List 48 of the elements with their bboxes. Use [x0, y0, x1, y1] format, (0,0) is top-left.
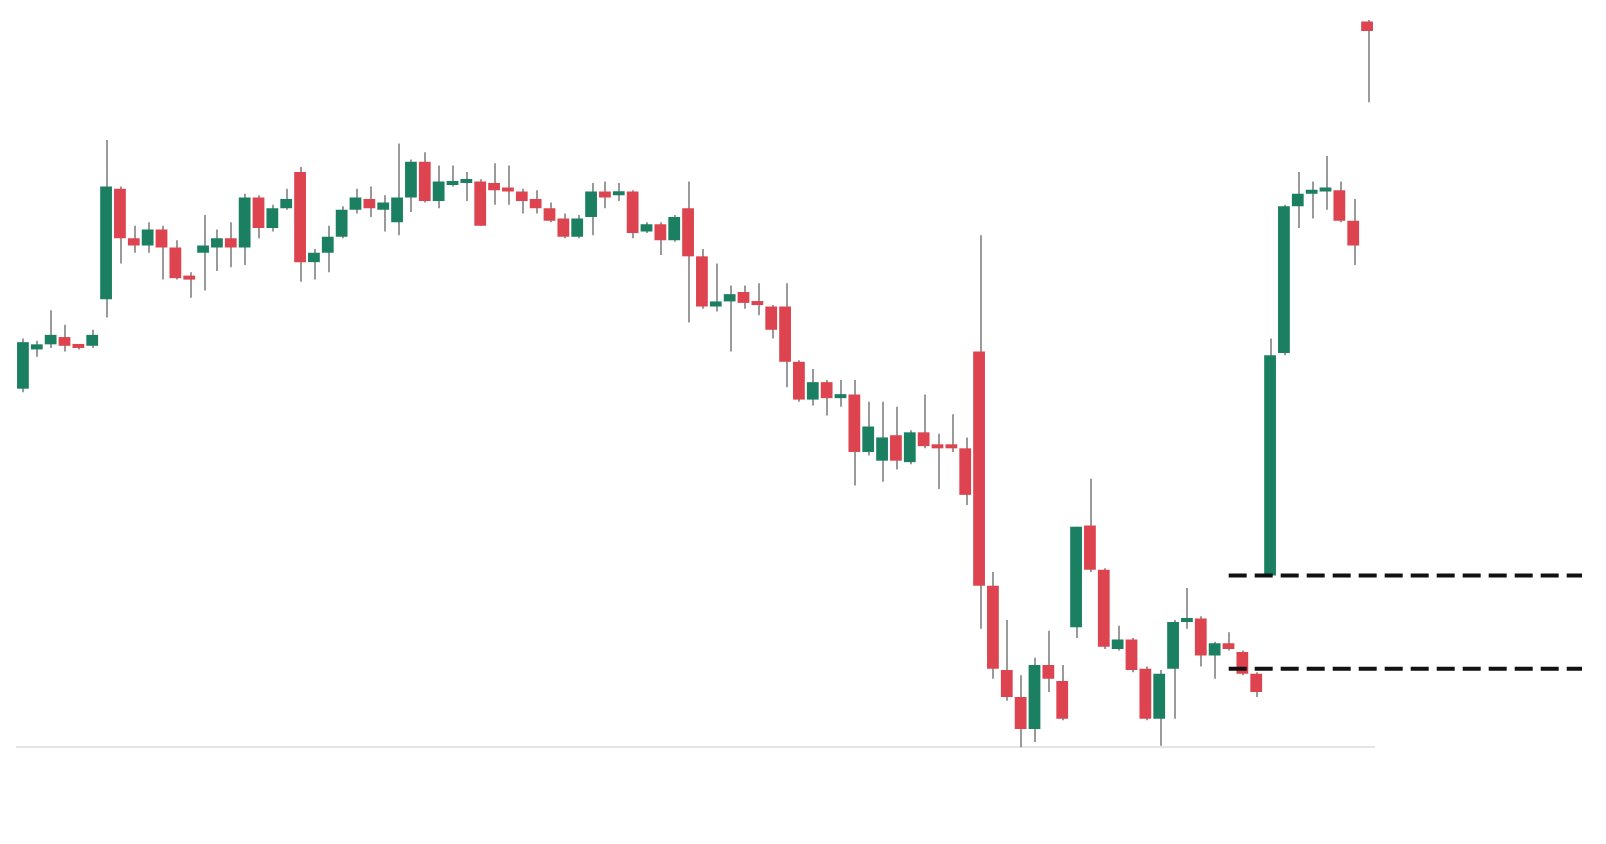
candlestick [1153, 669, 1166, 747]
candlestick [834, 378, 847, 408]
candlestick [155, 224, 168, 281]
candlestick [1361, 19, 1373, 104]
candlestick [626, 189, 639, 240]
candlestick [418, 151, 431, 204]
candlestick [127, 224, 140, 254]
candlestick [1000, 618, 1013, 702]
candlestick [612, 181, 625, 203]
candlestick [86, 328, 99, 349]
candlestick [793, 359, 805, 403]
candlestick [571, 213, 584, 240]
candlestick [280, 187, 293, 211]
candlestick [1181, 586, 1193, 630]
candlestick [1333, 180, 1346, 224]
candlestick [1042, 629, 1055, 693]
candlestick [224, 221, 237, 269]
candlestick [585, 181, 597, 237]
candlestick [349, 187, 362, 215]
candlestick [405, 158, 417, 213]
candlestick [1347, 197, 1360, 267]
candlestick [668, 213, 681, 243]
candlestick [321, 224, 334, 274]
candlestick [806, 368, 819, 407]
candlestick [1014, 674, 1027, 749]
candlestick [1056, 664, 1069, 722]
candlestick [308, 248, 320, 281]
candlestick [1250, 671, 1263, 699]
candlestick [1222, 631, 1235, 652]
candlestick [709, 262, 722, 313]
candlestick [723, 284, 736, 353]
candlestick [363, 185, 376, 219]
candlestick [903, 429, 916, 466]
candlestick [266, 203, 279, 233]
candlestick [1167, 618, 1179, 720]
candlestick [682, 180, 694, 324]
candlestick [141, 221, 154, 254]
candlestick [1084, 477, 1096, 573]
candlestick [1194, 615, 1207, 668]
candlestick [890, 405, 902, 471]
candlestick [252, 194, 265, 240]
candlestick [44, 309, 57, 349]
candlestick [654, 221, 667, 256]
candlestick [1111, 624, 1124, 652]
candlestick [335, 205, 348, 240]
candlestick [820, 378, 833, 417]
candlestick [1291, 170, 1304, 229]
candlestick [1208, 640, 1221, 680]
